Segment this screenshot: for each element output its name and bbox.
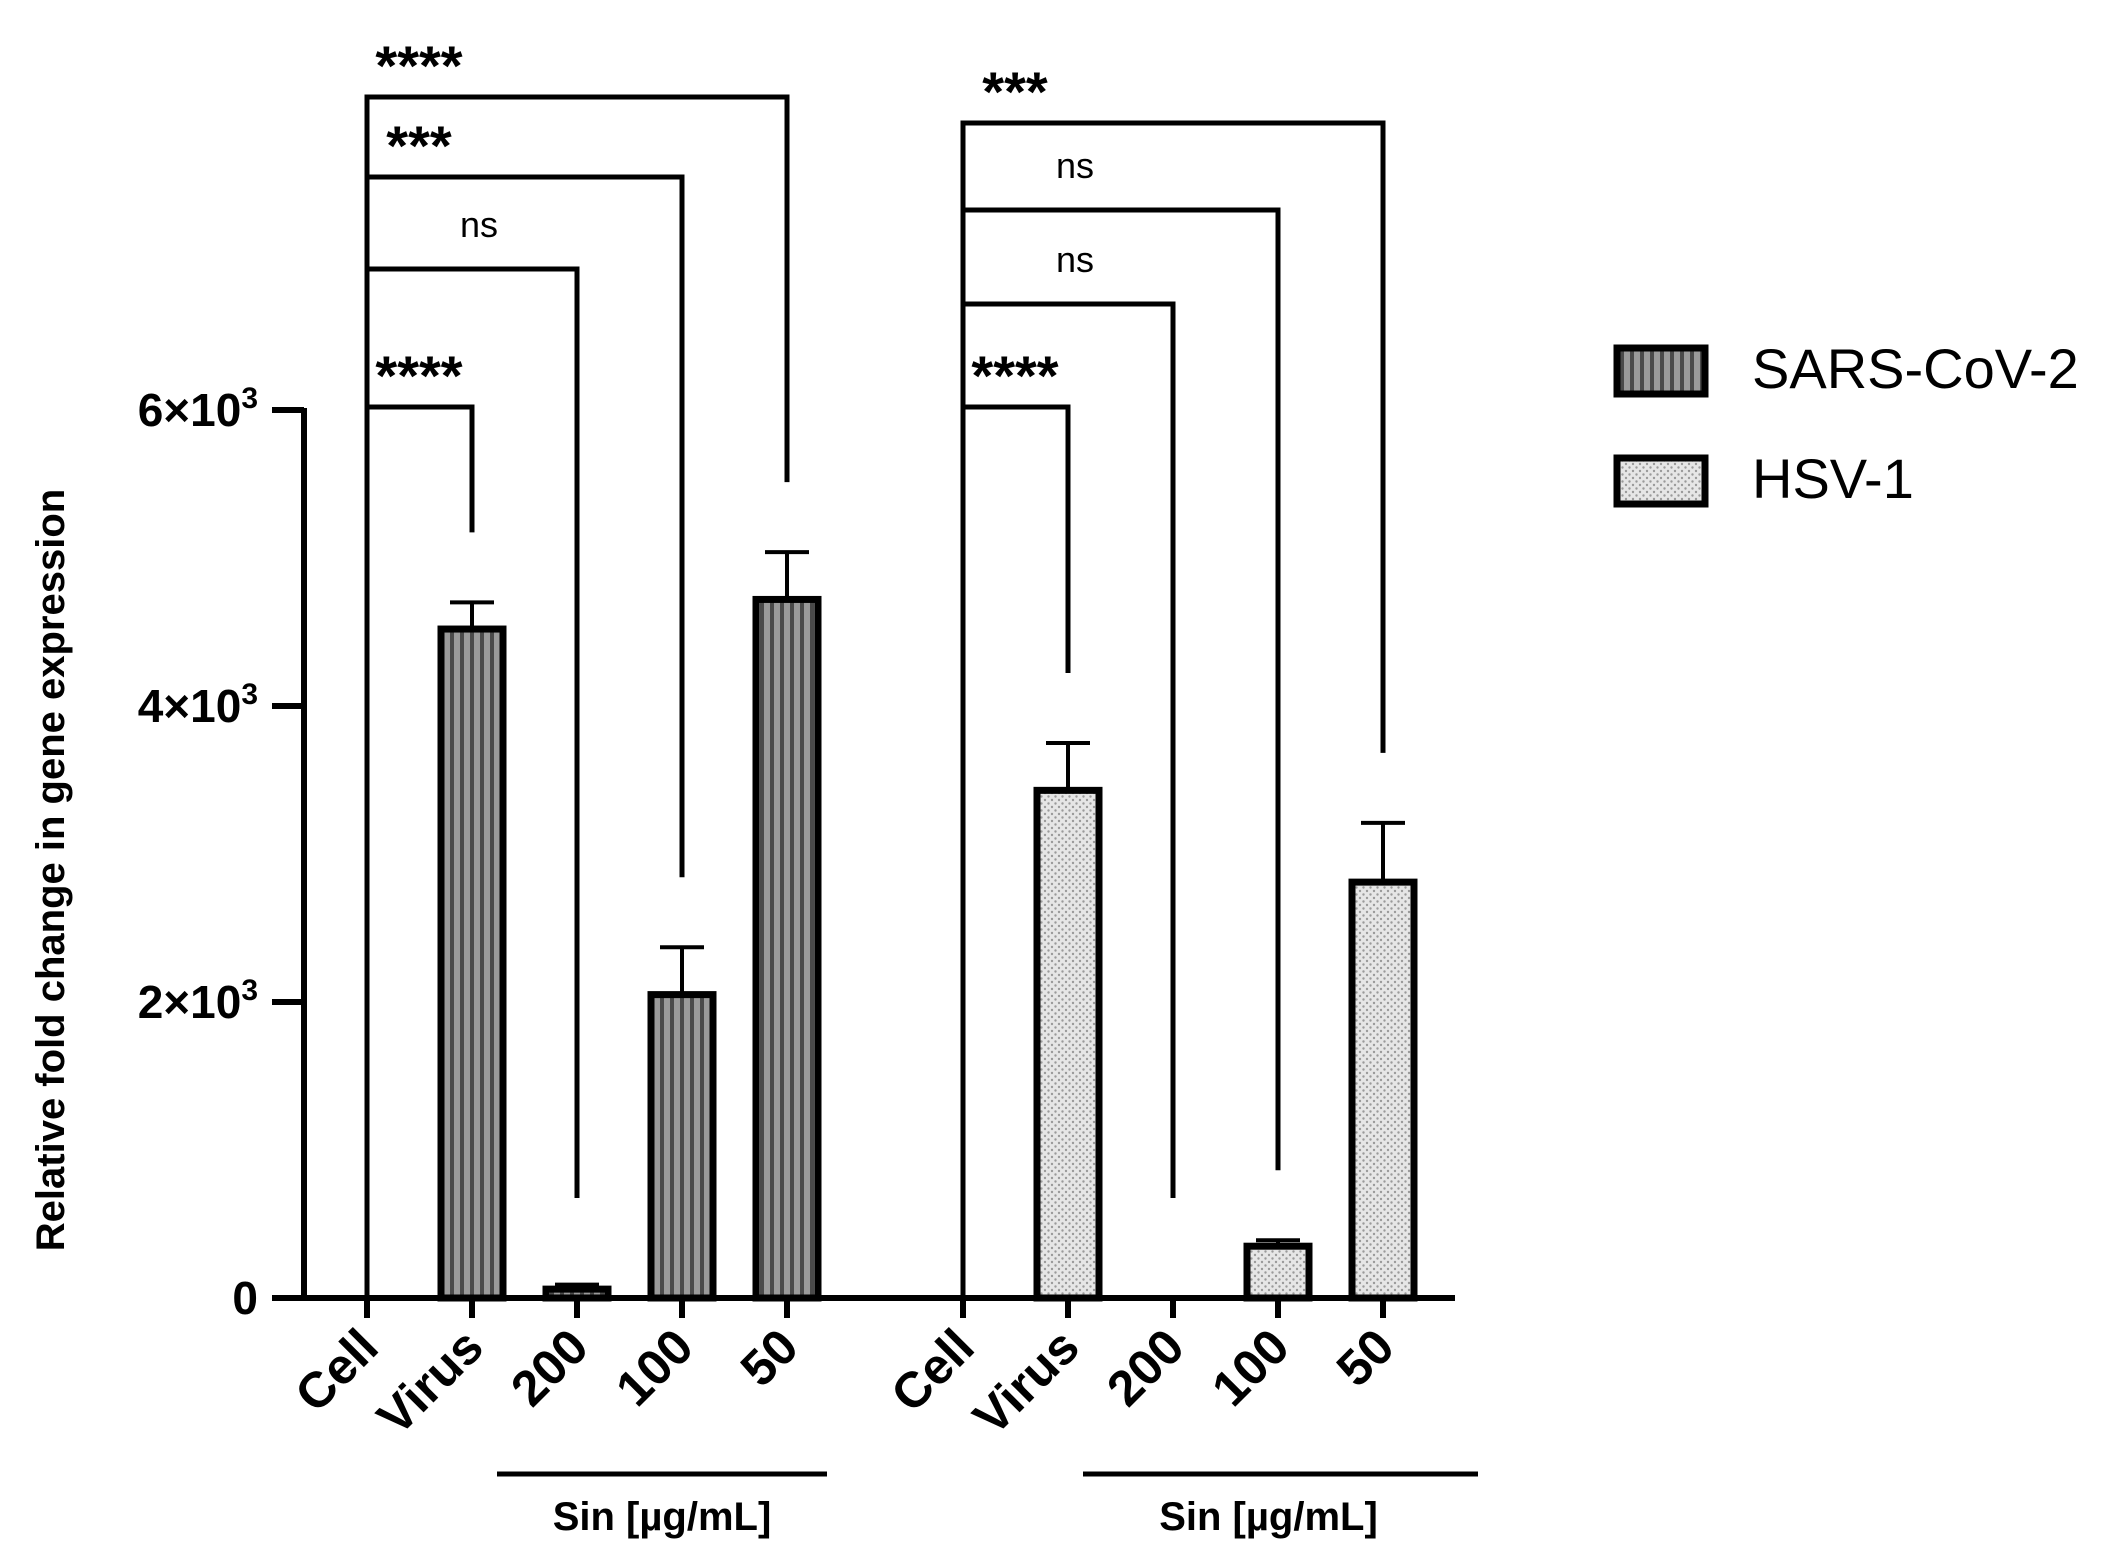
significance-label: **** xyxy=(971,344,1058,407)
y-tick-label: 2×103 xyxy=(138,974,258,1028)
x-tick-label: 200 xyxy=(1096,1318,1195,1417)
significance-label: ns xyxy=(460,204,498,245)
bars xyxy=(437,550,1418,1302)
x-tick-label: Virus xyxy=(366,1318,493,1445)
legend-label: SARS-CoV-2 xyxy=(1752,337,2079,400)
y-tick-label: 4×103 xyxy=(138,678,258,732)
legend-label: HSV-1 xyxy=(1752,447,1914,510)
bar xyxy=(1348,878,1418,1302)
significance-label: **** xyxy=(375,34,462,97)
legend-swatch xyxy=(1613,454,1709,508)
significance-label: **** xyxy=(375,344,462,407)
x-tick-label: 50 xyxy=(1326,1318,1405,1397)
x-tick-label: 100 xyxy=(605,1318,704,1417)
y-tick-label: 6×103 xyxy=(138,382,258,436)
x-tick-label: 100 xyxy=(1201,1318,1300,1417)
x-tick-label: Virus xyxy=(962,1318,1089,1445)
group-bracket-label: Sin [µg/mL] xyxy=(1159,1495,1378,1539)
significance-label: *** xyxy=(982,60,1048,123)
y-axis-title: Relative fold change in gene expression xyxy=(29,489,73,1251)
bar xyxy=(752,595,822,1302)
legend-swatch xyxy=(1613,344,1709,398)
bar xyxy=(542,1285,612,1302)
x-tick-label: 200 xyxy=(500,1318,599,1417)
significance-label: *** xyxy=(386,114,452,177)
significance-bracket xyxy=(960,120,1386,1296)
y-tick-label: 0 xyxy=(232,1272,258,1324)
significance-bracket xyxy=(364,94,790,1296)
x-tick-label: 50 xyxy=(730,1318,809,1397)
bar xyxy=(1243,1242,1313,1302)
group-bracket-label: Sin [µg/mL] xyxy=(553,1495,772,1539)
bar xyxy=(1033,786,1103,1302)
bar xyxy=(437,625,507,1302)
significance-label: ns xyxy=(1056,239,1094,280)
legend: SARS-CoV-2 HSV-1 xyxy=(1613,337,2079,510)
bar xyxy=(647,991,717,1302)
significance-label: ns xyxy=(1056,145,1094,186)
